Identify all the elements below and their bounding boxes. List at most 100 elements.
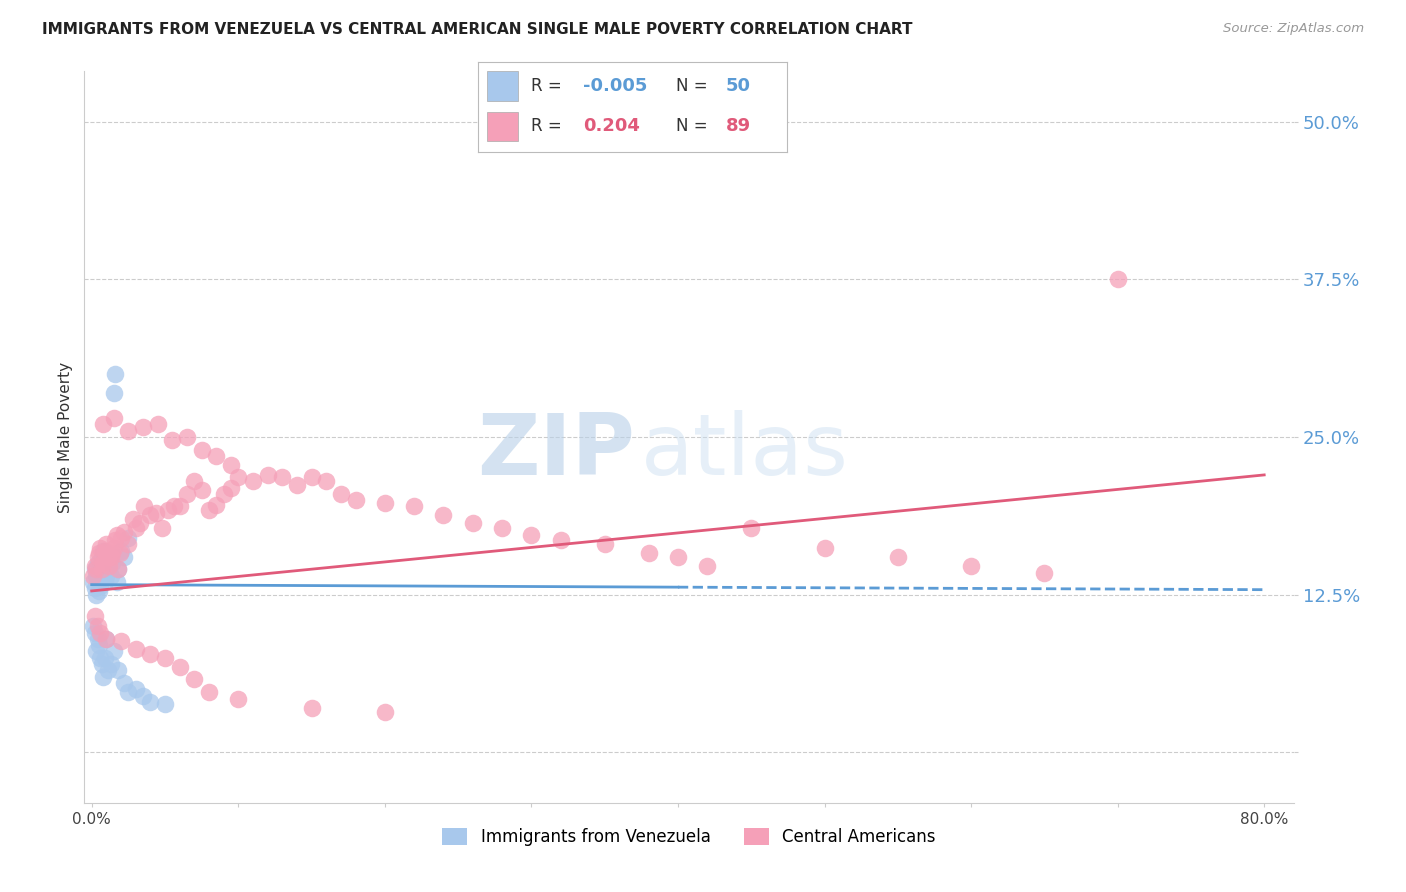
Point <box>112 676 135 690</box>
Point <box>97 549 120 564</box>
Point <box>97 664 120 678</box>
Point <box>190 442 212 457</box>
Point <box>103 411 125 425</box>
Point <box>169 659 191 673</box>
Point <box>96 632 118 646</box>
Point <box>103 386 125 401</box>
Point <box>134 500 156 514</box>
Point <box>198 503 221 517</box>
Bar <box>488 112 519 141</box>
Point <box>153 698 176 712</box>
Point <box>110 543 132 558</box>
Point <box>162 433 184 447</box>
Point <box>87 546 110 560</box>
Point <box>96 546 118 560</box>
Point <box>101 556 124 570</box>
Point <box>112 549 135 564</box>
Point <box>83 582 105 596</box>
Point <box>432 508 454 523</box>
Point <box>98 558 121 573</box>
Point <box>93 417 115 432</box>
Point <box>146 417 169 432</box>
Point <box>129 516 152 530</box>
Point <box>124 642 146 657</box>
Text: Source: ZipAtlas.com: Source: ZipAtlas.com <box>1223 22 1364 36</box>
Legend: Immigrants from Venezuela, Central Americans: Immigrants from Venezuela, Central Ameri… <box>436 822 942 853</box>
Text: N =: N = <box>676 117 713 136</box>
Point <box>740 521 762 535</box>
Point <box>86 619 108 633</box>
Point <box>107 562 129 576</box>
Text: 89: 89 <box>725 117 751 136</box>
Point <box>100 549 122 564</box>
Point <box>84 569 107 583</box>
Point <box>89 558 111 573</box>
Point <box>139 508 162 523</box>
Point <box>117 424 139 438</box>
Point <box>226 692 249 706</box>
Point <box>183 474 205 488</box>
Point <box>91 549 114 564</box>
Point <box>112 524 135 539</box>
Point <box>107 562 129 576</box>
Text: IMMIGRANTS FROM VENEZUELA VS CENTRAL AMERICAN SINGLE MALE POVERTY CORRELATION CH: IMMIGRANTS FROM VENEZUELA VS CENTRAL AME… <box>42 22 912 37</box>
Text: ZIP: ZIP <box>477 410 634 493</box>
Point <box>117 531 139 545</box>
Point <box>96 537 118 551</box>
Point <box>89 650 111 665</box>
Point <box>105 528 128 542</box>
Point <box>103 644 125 658</box>
Point <box>86 549 108 564</box>
Point <box>132 689 155 703</box>
Point <box>93 543 115 558</box>
Point <box>94 575 117 590</box>
Point <box>219 458 242 472</box>
Point <box>242 474 264 488</box>
Point <box>139 647 162 661</box>
Text: atlas: atlas <box>641 410 849 493</box>
Point <box>139 695 162 709</box>
Point <box>696 558 718 573</box>
Point <box>205 449 228 463</box>
Point <box>100 569 122 583</box>
Point <box>150 521 173 535</box>
Text: R =: R = <box>530 117 572 136</box>
Y-axis label: Single Male Poverty: Single Male Poverty <box>58 361 73 513</box>
Point <box>183 672 205 686</box>
Point <box>256 467 278 482</box>
Point <box>666 549 689 564</box>
Point <box>91 562 114 576</box>
Point <box>98 562 121 576</box>
Point <box>198 685 221 699</box>
Bar <box>488 71 519 101</box>
Point <box>97 558 120 573</box>
Point <box>86 556 108 570</box>
Point <box>84 644 107 658</box>
Point <box>176 430 198 444</box>
Point <box>105 575 128 590</box>
Point <box>83 625 105 640</box>
Point <box>91 571 114 585</box>
Point <box>374 496 396 510</box>
Point <box>374 705 396 719</box>
Point <box>94 650 117 665</box>
Point <box>82 619 104 633</box>
Point <box>101 546 124 560</box>
Point <box>960 558 983 573</box>
Point <box>110 531 132 545</box>
Text: 50: 50 <box>725 77 751 95</box>
Point <box>1033 566 1056 581</box>
Point <box>84 562 107 576</box>
Point <box>83 558 105 573</box>
Point <box>156 503 179 517</box>
Point <box>461 516 484 530</box>
Point <box>520 528 543 542</box>
Point <box>212 487 235 501</box>
Point <box>550 533 572 548</box>
Point <box>176 487 198 501</box>
Text: N =: N = <box>676 77 713 95</box>
Text: 0.204: 0.204 <box>583 117 640 136</box>
Point <box>98 549 121 564</box>
Point <box>813 541 835 555</box>
Point <box>887 549 910 564</box>
